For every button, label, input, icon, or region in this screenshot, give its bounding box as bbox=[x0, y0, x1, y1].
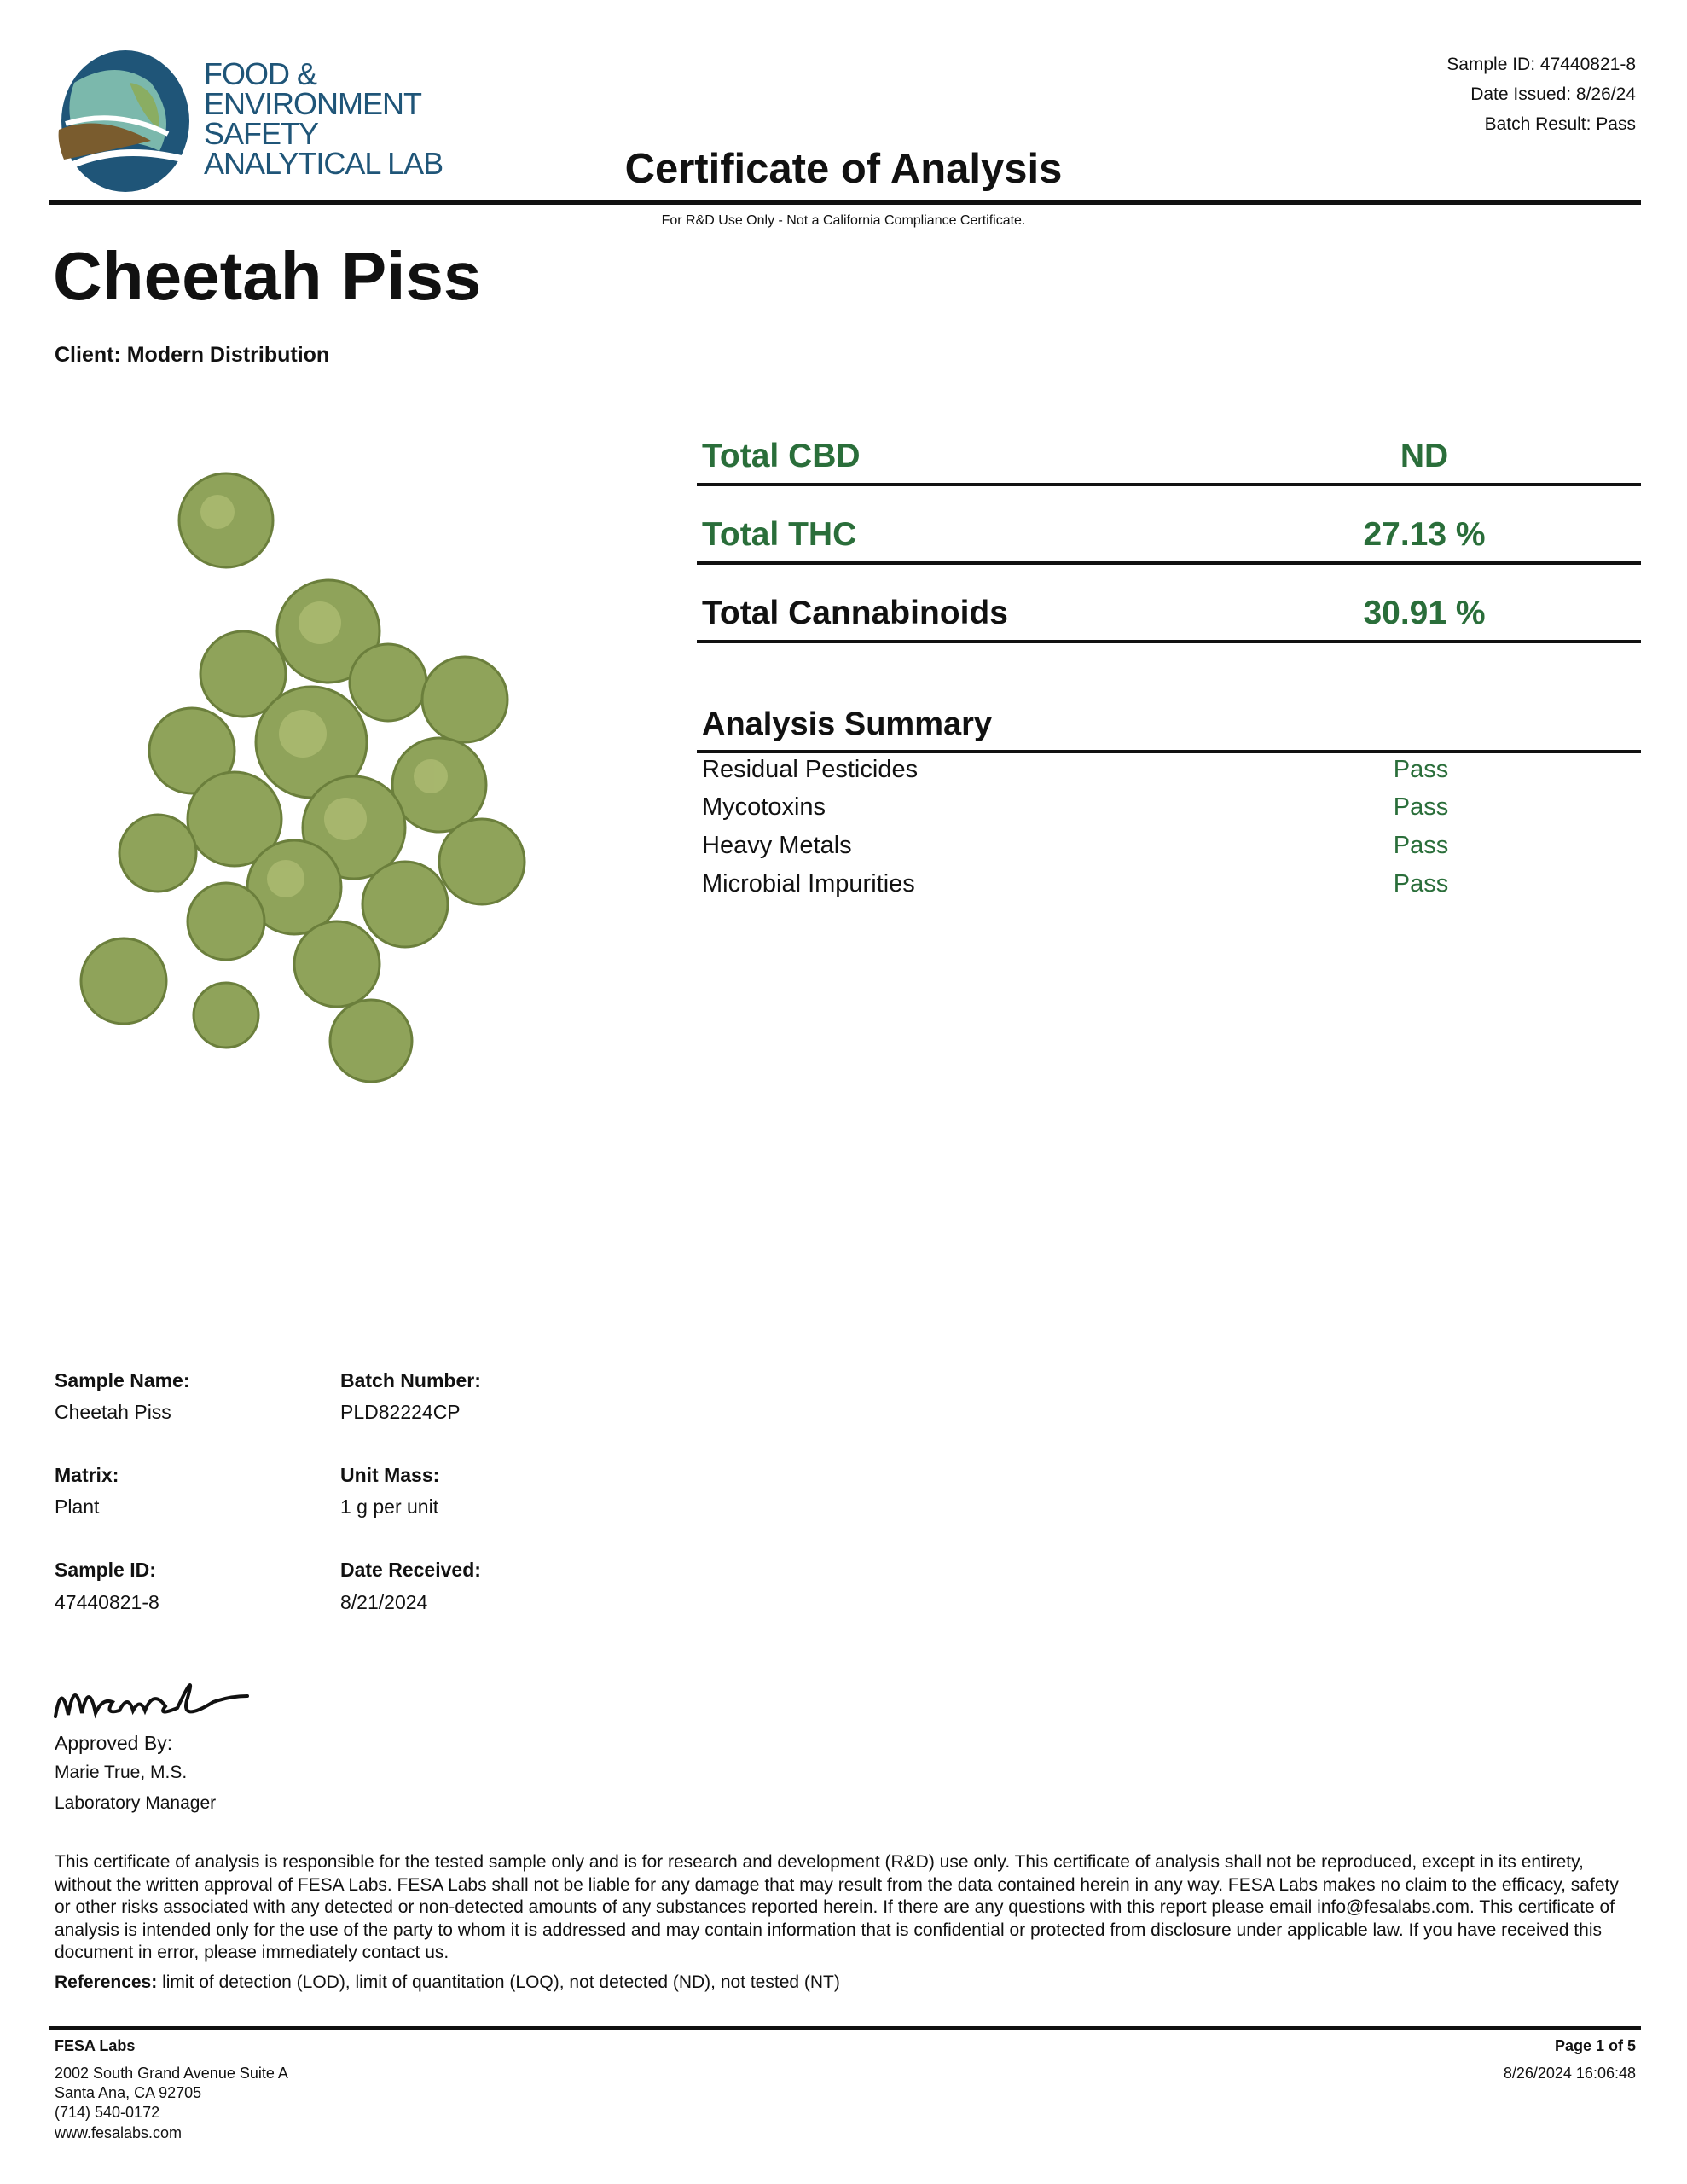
summary-item-result: Pass bbox=[1393, 870, 1449, 897]
logo-text: FOOD & ENVIRONMENT SAFETY ANALYTICAL LAB bbox=[204, 56, 443, 181]
total-cannabinoids-value: 30.91 % bbox=[1363, 595, 1486, 631]
footer-timestamp: 8/26/2024 16:06:48 bbox=[1503, 2065, 1636, 2082]
unit-mass-value: 1 g per unit bbox=[340, 1496, 439, 1518]
date-received-value: 8/21/2024 bbox=[340, 1591, 428, 1613]
sample-id-label: Sample ID: bbox=[55, 1559, 156, 1581]
logo-emblem-icon bbox=[58, 50, 189, 192]
batch-number-value: PLD82224CP bbox=[340, 1401, 461, 1423]
matrix-label: Matrix: bbox=[55, 1464, 119, 1486]
summary-item-label: Residual Pesticides bbox=[702, 756, 919, 783]
summary-item-label: Microbial Impurities bbox=[702, 870, 915, 897]
footer-phone: (714) 540-0172 bbox=[55, 2104, 160, 2121]
header-batch-result: Batch Result: Pass bbox=[1484, 114, 1636, 134]
disclaimer: This certificate of analysis is responsi… bbox=[55, 1852, 1619, 1962]
client-name: Client: Modern Distribution bbox=[55, 343, 330, 367]
header-date-issued: Date Issued: 8/26/24 bbox=[1470, 84, 1636, 104]
approved-by-label: Approved By: bbox=[55, 1732, 173, 1754]
sample-name-value: Cheetah Piss bbox=[55, 1401, 171, 1423]
footer-address-line: Santa Ana, CA 92705 bbox=[55, 2084, 202, 2101]
lab-logo: FOOD & ENVIRONMENT SAFETY ANALYTICAL LAB bbox=[49, 49, 449, 194]
footer-website[interactable]: www.fesalabs.com bbox=[55, 2124, 183, 2141]
page-number: Page 1 of 5 bbox=[1554, 2037, 1636, 2054]
date-received-label: Date Received: bbox=[340, 1559, 481, 1581]
total-thc-value: 27.13 % bbox=[1363, 516, 1486, 553]
references-text: limit of detection (LOD), limit of quant… bbox=[157, 1972, 840, 1992]
product-photo bbox=[79, 472, 526, 1083]
summary-item-result: Pass bbox=[1393, 756, 1449, 783]
sample-id-value: 47440821-8 bbox=[55, 1591, 159, 1613]
total-cannabinoids-divider bbox=[697, 640, 1641, 643]
footer-company: FESA Labs bbox=[55, 2037, 136, 2054]
approver-role: Laboratory Manager bbox=[55, 1793, 217, 1813]
sample-name-label: Sample Name: bbox=[55, 1369, 190, 1391]
analysis-summary-title: Analysis Summary bbox=[702, 706, 993, 742]
signature bbox=[54, 1683, 249, 1719]
total-thc-divider bbox=[697, 561, 1641, 565]
references-label: References: bbox=[55, 1972, 158, 1992]
compliance-note: For R&D Use Only - Not a California Comp… bbox=[661, 213, 1026, 228]
total-cbd-divider bbox=[697, 483, 1641, 486]
total-cbd-label: Total CBD bbox=[702, 438, 861, 474]
summary-divider bbox=[697, 750, 1641, 753]
summary-item-label: Heavy Metals bbox=[702, 832, 852, 859]
unit-mass-label: Unit Mass: bbox=[340, 1464, 440, 1486]
batch-number-label: Batch Number: bbox=[340, 1369, 481, 1391]
approver-name: Marie True, M.S. bbox=[55, 1763, 188, 1782]
total-cannabinoids-label: Total Cannabinoids bbox=[702, 595, 1008, 631]
references: References: limit of detection (LOD), li… bbox=[55, 1972, 840, 1993]
header-sample-id: Sample ID: 47440821-8 bbox=[1446, 55, 1636, 74]
footer-divider bbox=[49, 2026, 1641, 2030]
footer-address-line: 2002 South Grand Avenue Suite A bbox=[55, 2065, 288, 2082]
total-cbd-value: ND bbox=[1400, 438, 1449, 474]
document-title: Certificate of Analysis bbox=[624, 146, 1063, 192]
summary-item-result: Pass bbox=[1393, 793, 1449, 821]
matrix-value: Plant bbox=[55, 1496, 100, 1518]
summary-item-result: Pass bbox=[1393, 832, 1449, 859]
product-name: Cheetah Piss bbox=[53, 238, 482, 314]
total-thc-label: Total THC bbox=[702, 516, 857, 553]
summary-item-label: Mycotoxins bbox=[702, 793, 826, 821]
header-divider bbox=[49, 200, 1641, 205]
